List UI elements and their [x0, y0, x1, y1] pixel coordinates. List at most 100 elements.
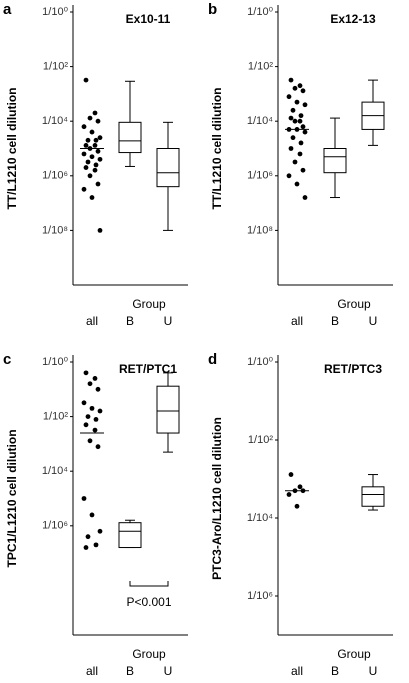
data-point — [302, 102, 308, 108]
data-point — [297, 484, 303, 490]
data-point — [294, 181, 300, 187]
data-point — [87, 381, 93, 387]
data-point — [97, 228, 103, 233]
x-axis-label: Group — [132, 297, 166, 311]
data-point — [297, 151, 303, 157]
y-tick-label: 1/10⁴ — [247, 512, 273, 524]
data-point — [292, 85, 298, 91]
data-point — [89, 129, 95, 135]
data-point — [286, 173, 292, 179]
data-point — [288, 146, 294, 151]
x-tick-label: B — [331, 314, 339, 328]
data-point — [83, 142, 89, 148]
data-point — [83, 422, 89, 428]
annotation: P<0.001 — [126, 595, 171, 609]
data-point — [89, 154, 95, 160]
panel-label: c — [3, 351, 11, 368]
data-point — [92, 427, 98, 433]
data-point — [93, 162, 99, 168]
data-point — [85, 137, 91, 143]
data-point — [81, 496, 87, 501]
data-point — [95, 444, 101, 450]
data-point — [81, 124, 87, 130]
x-tick-label: all — [291, 664, 303, 678]
y-tick-label: 1/10² — [43, 61, 68, 73]
x-tick-label: U — [164, 664, 173, 678]
data-point — [87, 115, 93, 121]
data-point — [95, 118, 101, 124]
x-tick-label: B — [126, 664, 134, 678]
data-point — [302, 195, 308, 200]
y-axis-label: TT/L1210 cell dilution — [210, 87, 224, 209]
data-point — [286, 492, 292, 497]
box — [323, 148, 347, 174]
data-point — [292, 118, 298, 124]
data-point — [92, 110, 98, 116]
y-tick-label: 1/10⁰ — [247, 6, 273, 18]
y-tick-label: 1/10⁶ — [247, 590, 273, 602]
data-point — [92, 142, 98, 148]
x-axis-label: Group — [337, 647, 371, 661]
y-tick-label: 1/10² — [248, 434, 273, 446]
x-tick-label: all — [291, 314, 303, 328]
data-point — [93, 137, 99, 143]
panel-title: Ex10-11 — [126, 12, 171, 26]
data-point — [294, 503, 300, 509]
x-tick-label: B — [126, 314, 134, 328]
y-tick-label: 1/10⁸ — [247, 224, 273, 236]
x-tick-label: B — [331, 664, 339, 678]
box — [156, 148, 180, 188]
data-point — [97, 528, 103, 534]
data-point — [93, 542, 99, 548]
data-point — [87, 438, 93, 444]
data-point — [288, 472, 294, 477]
data-point — [298, 113, 304, 119]
data-point — [294, 99, 300, 105]
data-point — [302, 129, 308, 135]
data-point — [95, 386, 101, 392]
y-tick-label: 1/10⁴ — [42, 465, 68, 477]
y-axis-label: TPC1/L1210 cell dilution — [5, 429, 19, 567]
panel-label: a — [3, 1, 12, 18]
data-point — [300, 88, 306, 94]
x-axis-label: Group — [132, 647, 166, 661]
panel: c RET/PTC1 TPC1/L1210 cell dilution 1/10⁰ 1/… — [3, 351, 188, 678]
data-point — [83, 545, 89, 550]
data-point — [292, 159, 298, 165]
x-tick-label: U — [369, 664, 378, 678]
data-point — [92, 167, 98, 173]
panel: a Ex10-11 TT/L1210 cell dilution 1/10⁰ 1/10²… — [3, 1, 188, 328]
data-point — [288, 115, 294, 121]
bracket — [129, 581, 169, 587]
x-tick-label: all — [86, 664, 98, 678]
data-point — [83, 165, 89, 170]
data-point — [288, 77, 294, 83]
data-point — [81, 400, 87, 406]
data-point — [83, 77, 89, 83]
box — [156, 385, 180, 434]
data-point — [81, 186, 87, 192]
data-point — [92, 376, 98, 381]
data-point — [93, 416, 99, 422]
panel-label: b — [208, 1, 217, 18]
y-tick-label: 1/10⁶ — [42, 170, 68, 182]
y-tick-label: 1/10² — [248, 61, 273, 73]
data-point — [89, 512, 95, 518]
data-point — [83, 370, 89, 376]
data-point — [89, 405, 95, 411]
y-tick-label: 1/10⁰ — [42, 356, 68, 368]
data-point — [297, 83, 303, 89]
x-tick-label: all — [86, 314, 98, 328]
data-point — [95, 148, 101, 154]
y-axis-label: TT/L1210 cell dilution — [5, 87, 19, 209]
data-point — [290, 135, 296, 141]
box — [361, 486, 385, 507]
data-point — [297, 118, 303, 124]
panel-title: RET/PTC1 — [119, 362, 177, 376]
y-tick-label: 1/10² — [43, 411, 68, 423]
panel: d RET/PTC3 PTC3-Aro/L1210 cell dilution 1/1… — [208, 351, 393, 678]
data-point — [97, 408, 103, 414]
y-tick-label: 1/10⁰ — [42, 6, 68, 18]
y-tick-label: 1/10⁴ — [42, 115, 68, 127]
